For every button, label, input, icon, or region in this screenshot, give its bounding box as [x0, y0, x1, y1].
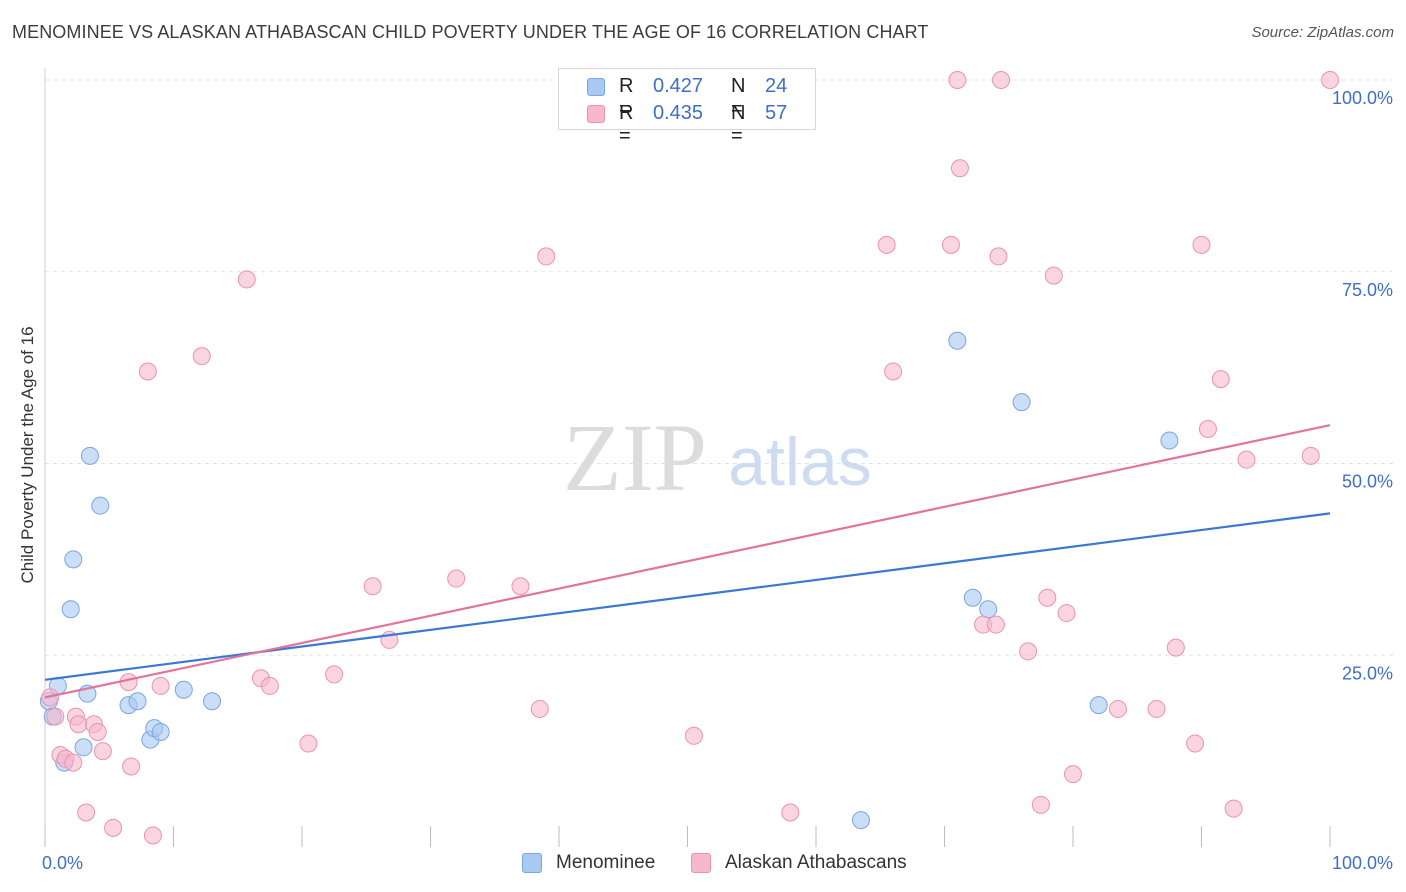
alaskan-point: [877, 235, 896, 254]
alaskan-point: [1057, 604, 1076, 623]
menominee-point: [61, 600, 80, 619]
chart-title: MENOMINEE VS ALASKAN ATHABASCAN CHILD PO…: [12, 22, 929, 42]
alaskan-point: [1019, 642, 1038, 661]
menominee-point: [64, 550, 83, 569]
alaskan-point: [530, 699, 549, 718]
alaskan-point: [948, 71, 967, 89]
alaskan-point: [151, 676, 170, 695]
legend-r-label: R =: [619, 75, 634, 120]
legend-n-label: N =: [731, 75, 746, 120]
y-tick-label: 75.0%: [1342, 280, 1393, 300]
alaskan-point: [1237, 450, 1256, 469]
watermark: ZIP atlas: [563, 404, 872, 511]
alaskan-point: [192, 347, 211, 366]
menominee-point: [1089, 696, 1108, 715]
alaskan-point: [64, 753, 83, 772]
tick-labels: 25.0% 50.0% 75.0% 100.0% 0.0% 100.0%: [42, 88, 1393, 873]
menominee-point: [174, 680, 193, 699]
alaskan-swatch: [587, 105, 605, 123]
alaskan-point: [260, 676, 279, 695]
y-axis-label: Child Poverty Under the Age of 16: [18, 326, 37, 584]
alaskan-point: [989, 247, 1008, 266]
alaskan-point: [1198, 419, 1217, 438]
watermark-zip: ZIP: [563, 404, 707, 511]
alaskan-point: [1224, 799, 1243, 818]
alaskan-point: [986, 615, 1005, 634]
alaskan-point: [77, 803, 96, 822]
menominee-point: [1012, 393, 1031, 412]
alaskan-point: [447, 569, 466, 588]
scatter-points: [39, 71, 1339, 845]
menominee-point: [851, 811, 870, 830]
alaskan-point: [511, 577, 530, 596]
menominee-point: [128, 692, 147, 711]
alaskan-point: [1044, 266, 1063, 285]
menominee-point: [979, 600, 998, 619]
alaskan-point: [1186, 734, 1205, 753]
menominee-point: [91, 496, 110, 515]
x-tick-label: 100.0%: [1332, 853, 1393, 873]
watermark-atlas: atlas: [728, 424, 872, 500]
legend-r-value: 0.427: [653, 75, 704, 97]
alaskan-point: [1064, 765, 1082, 784]
legend-n-label: N =: [731, 102, 746, 147]
menominee-point: [1160, 431, 1179, 450]
menominee-point: [151, 722, 170, 741]
alaskan-point: [950, 159, 969, 178]
alaskan-point: [781, 803, 800, 822]
menominee-point: [948, 331, 967, 350]
alaskan-point: [122, 757, 141, 776]
alaskan-point: [1321, 71, 1339, 89]
menominee-point: [74, 738, 93, 757]
alaskan-point: [363, 577, 382, 596]
alaskan-legend-swatch: [691, 853, 711, 873]
menominee-legend-label: Menominee: [556, 852, 656, 873]
alaskan-trend-line: [44, 424, 1331, 699]
alaskan-point: [684, 726, 703, 745]
x-tick-label: 0.0%: [42, 853, 83, 873]
alaskan-legend-label: Alaskan Athabascans: [725, 852, 907, 873]
alaskan-point: [884, 362, 903, 381]
alaskan-point: [138, 362, 157, 381]
grid-lines: [45, 79, 1395, 656]
alaskan-point: [1038, 588, 1057, 607]
alaskan-point: [299, 734, 318, 753]
alaskan-point: [1108, 699, 1127, 718]
menominee-legend-swatch: [522, 853, 542, 873]
alaskan-point: [1147, 699, 1166, 718]
alaskan-point: [69, 715, 88, 734]
alaskan-point: [325, 665, 344, 684]
alaskan-point: [537, 247, 556, 266]
legend-r-value: 0.435: [653, 102, 704, 124]
alaskan-point: [1301, 446, 1320, 465]
alaskan-point: [1031, 795, 1050, 814]
menominee-swatch: [587, 78, 605, 96]
alaskan-point: [1166, 638, 1185, 657]
y-tick-label: 25.0%: [1342, 663, 1393, 683]
alaskan-point: [237, 270, 256, 289]
menominee-point: [80, 446, 99, 465]
menominee-point: [963, 588, 982, 607]
alaskan-point: [992, 71, 1011, 89]
legend-n-value: 24: [765, 75, 788, 97]
y-tick-label: 50.0%: [1342, 472, 1393, 492]
alaskan-point: [1211, 370, 1230, 389]
correlation-legend: R = 0.427 N = 24 R = 0.435 N = 57: [558, 68, 816, 147]
alaskan-point: [1192, 235, 1211, 254]
y-tick-label: 100.0%: [1332, 88, 1393, 108]
menominee-point: [203, 692, 222, 711]
alaskan-point: [941, 235, 960, 254]
alaskan-point: [88, 722, 107, 741]
legend-r-label: R =: [619, 102, 634, 147]
alaskan-point: [93, 742, 112, 761]
legend-n-value: 57: [765, 102, 788, 124]
trend-lines: [44, 424, 1331, 699]
source-label: Source: ZipAtlas.com: [1251, 24, 1394, 41]
alaskan-point: [104, 818, 123, 837]
alaskan-point: [46, 707, 65, 726]
alaskan-point: [143, 826, 162, 845]
